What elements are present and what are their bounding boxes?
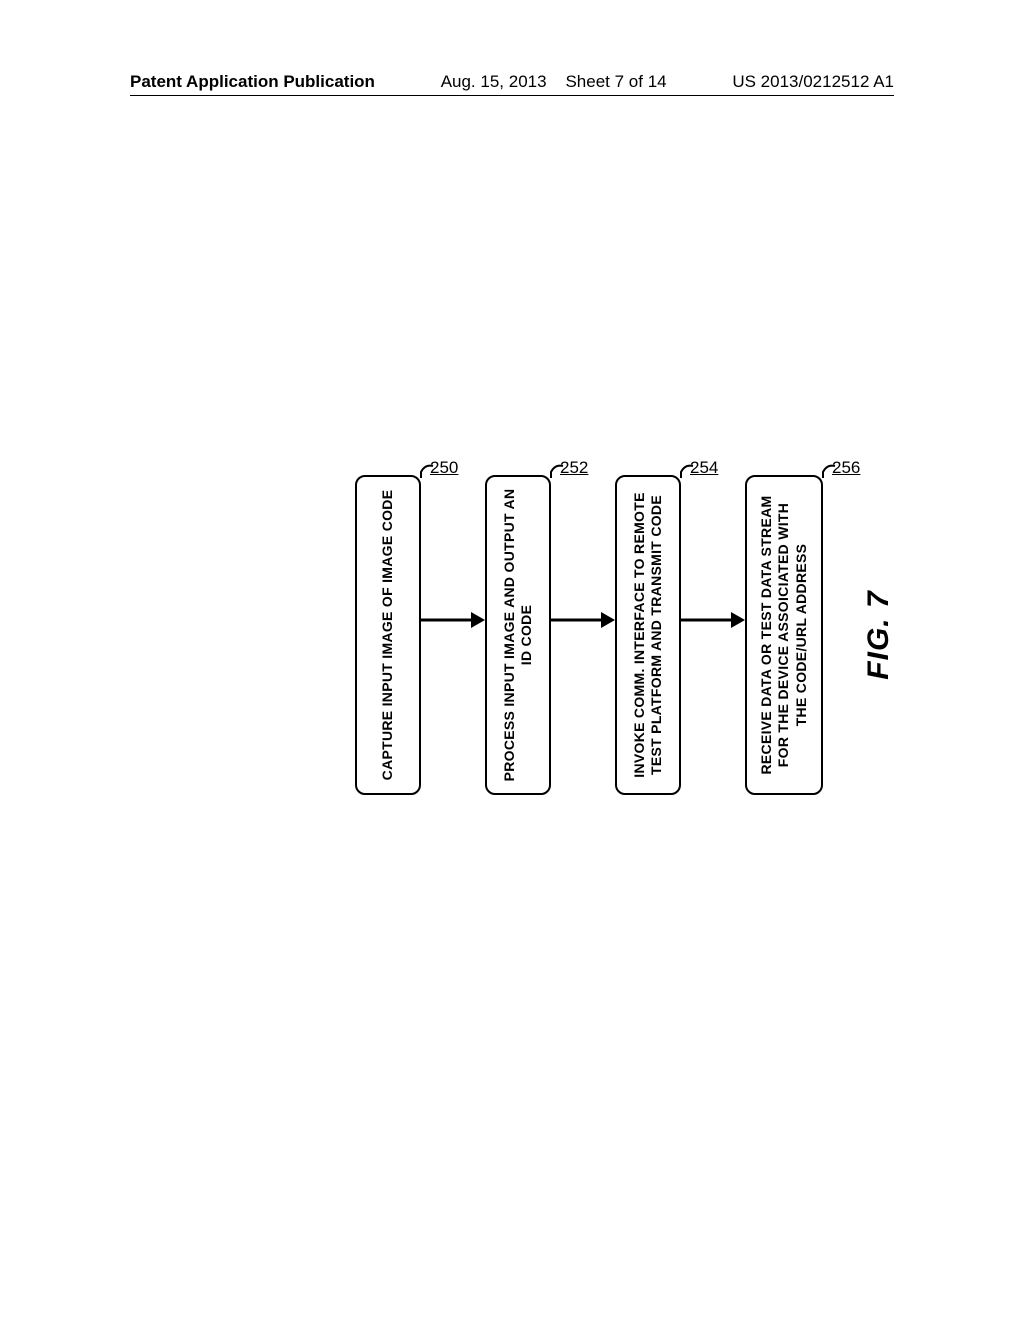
ref-hook-icon	[545, 462, 565, 482]
header-sheet: Sheet 7 of 14	[565, 72, 666, 91]
ref-hook-icon	[415, 462, 435, 482]
header-right: US 2013/0212512 A1	[732, 72, 894, 92]
header-center: Aug. 15, 2013 Sheet 7 of 14	[441, 72, 667, 92]
page: Patent Application Publication Aug. 15, …	[0, 0, 1024, 1320]
figure-caption-text: FIG. 7	[862, 575, 896, 695]
ref-hook-icon	[817, 462, 837, 482]
page-header: Patent Application Publication Aug. 15, …	[130, 72, 894, 96]
figure-caption: FIG. 7	[817, 615, 937, 655]
flow-node-4-text: RECEIVE DATA OR TEST DATA STREAM FOR THE…	[758, 487, 811, 783]
header-date: Aug. 15, 2013	[441, 72, 547, 91]
header-left: Patent Application Publication	[130, 72, 375, 92]
ref-hook-icon	[675, 462, 695, 482]
